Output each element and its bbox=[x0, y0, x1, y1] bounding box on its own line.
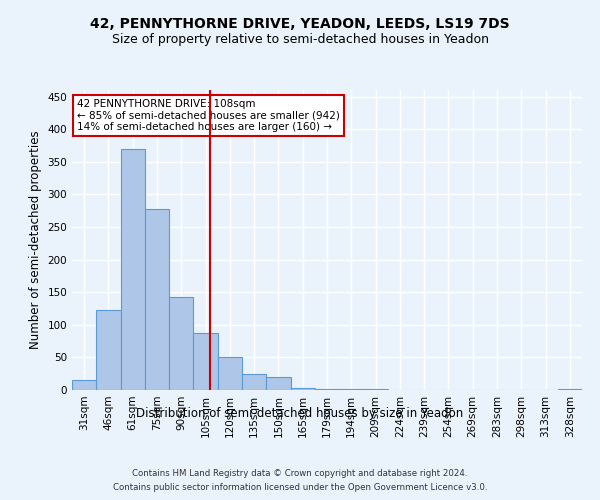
Bar bbox=[96, 310, 121, 390]
Bar bbox=[121, 148, 145, 390]
Bar bbox=[72, 380, 96, 390]
Bar bbox=[169, 296, 193, 390]
Text: Contains public sector information licensed under the Open Government Licence v3: Contains public sector information licen… bbox=[113, 484, 487, 492]
Bar bbox=[145, 208, 169, 390]
Text: Distribution of semi-detached houses by size in Yeadon: Distribution of semi-detached houses by … bbox=[136, 408, 464, 420]
Bar bbox=[193, 332, 218, 390]
Bar bbox=[290, 388, 315, 390]
Text: 42, PENNYTHORNE DRIVE, YEADON, LEEDS, LS19 7DS: 42, PENNYTHORNE DRIVE, YEADON, LEEDS, LS… bbox=[90, 18, 510, 32]
Y-axis label: Number of semi-detached properties: Number of semi-detached properties bbox=[29, 130, 42, 350]
Bar bbox=[218, 358, 242, 390]
Bar bbox=[242, 374, 266, 390]
Bar bbox=[266, 377, 290, 390]
Text: Size of property relative to semi-detached houses in Yeadon: Size of property relative to semi-detach… bbox=[112, 32, 488, 46]
Text: 42 PENNYTHORNE DRIVE: 108sqm
← 85% of semi-detached houses are smaller (942)
14%: 42 PENNYTHORNE DRIVE: 108sqm ← 85% of se… bbox=[77, 99, 340, 132]
Text: Contains HM Land Registry data © Crown copyright and database right 2024.: Contains HM Land Registry data © Crown c… bbox=[132, 468, 468, 477]
